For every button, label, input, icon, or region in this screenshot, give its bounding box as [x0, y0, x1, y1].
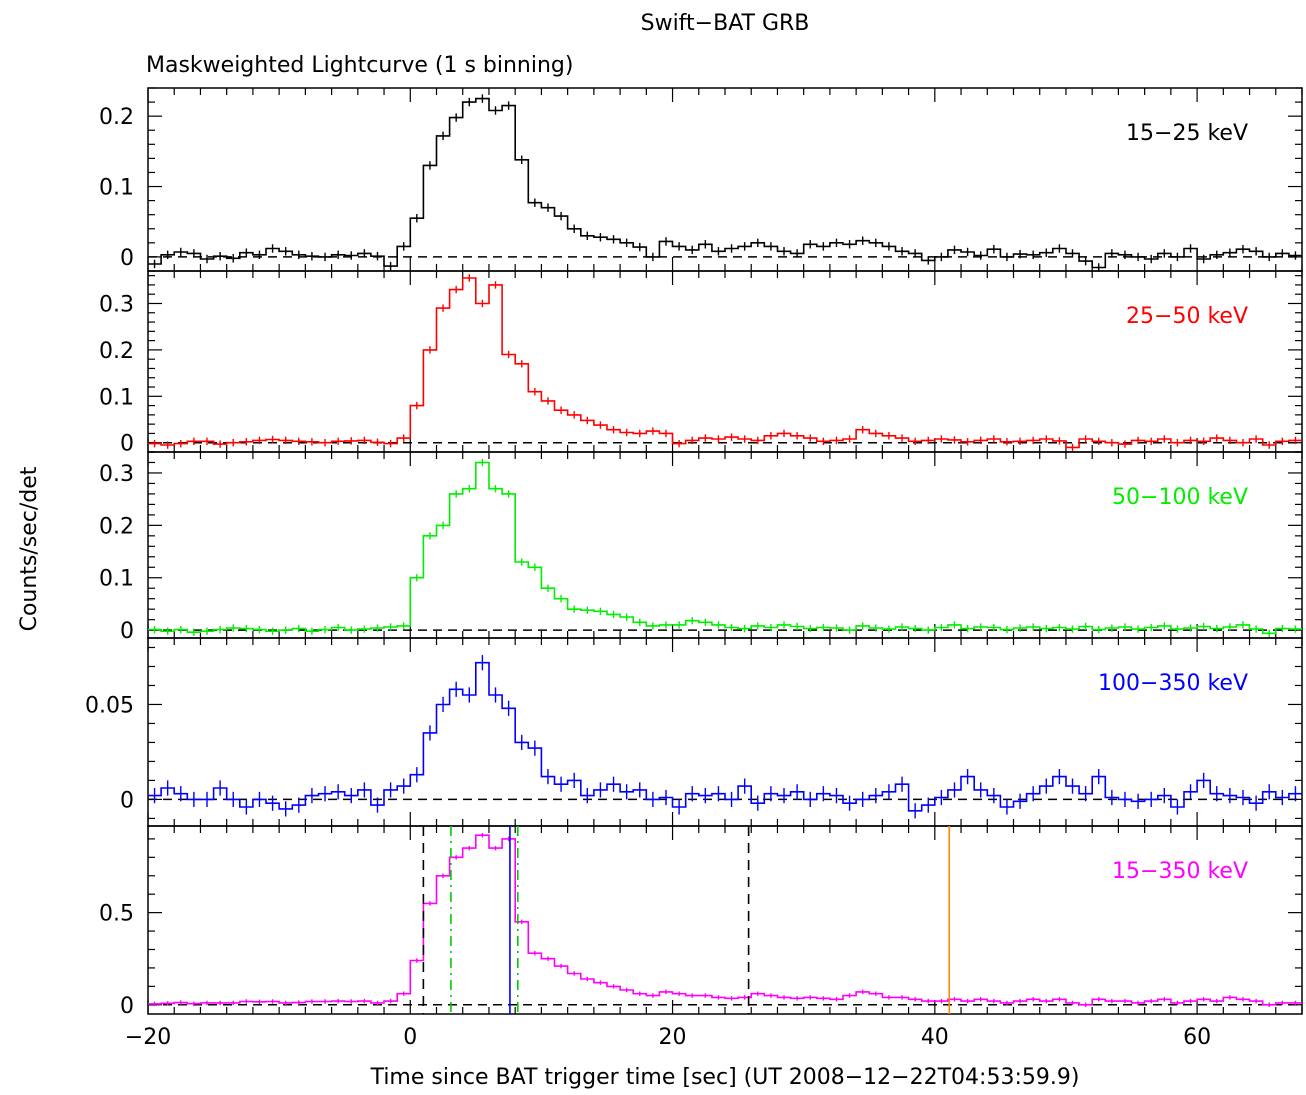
y-tick-label: 0.3 — [99, 292, 134, 317]
y-tick-label: 0 — [120, 246, 134, 271]
panel-frame — [147, 270, 1303, 453]
band-label: 100−350 keV — [1098, 671, 1248, 696]
y-tick-label: 0 — [120, 619, 134, 644]
panel-1: 0 0.1 0.2 15−25 keV — [99, 87, 1303, 272]
y-tick-label: 0.1 — [99, 176, 134, 201]
panel-frame — [147, 451, 1303, 639]
y-tick-label: 0.2 — [99, 105, 134, 130]
band-label: 15−25 keV — [1126, 121, 1248, 146]
x-axis-label: Time since BAT trigger time [sec] (UT 20… — [370, 1065, 1080, 1090]
x-tick-label: 40 — [921, 1025, 949, 1050]
series-line — [148, 834, 1302, 1006]
x-tick-label: 60 — [1183, 1025, 1211, 1050]
panel-2: 0 0.1 0.2 0.3 25−50 keV — [99, 270, 1303, 457]
chart-title: Swift−BAT GRB — [641, 11, 810, 36]
y-tick-label: 0 — [120, 994, 134, 1019]
y-tick-label: 0.5 — [99, 902, 134, 927]
y-tick-label: 0.1 — [99, 567, 134, 592]
panel-4: 0 0.05 100−350 keV — [85, 637, 1303, 827]
panel-3: 0 0.1 0.2 0.3 50−100 keV — [99, 451, 1303, 644]
x-tick-label: 0 — [403, 1025, 417, 1050]
panel-5: 0 0.5 15−350 keV — [99, 825, 1303, 1019]
x-tick-label: 20 — [659, 1025, 687, 1050]
y-tick-label: 0 — [120, 432, 134, 457]
y-tick-label: 0.3 — [99, 462, 134, 487]
series-line — [148, 461, 1302, 635]
band-label: 25−50 keV — [1126, 304, 1248, 329]
series-line — [148, 277, 1302, 449]
y-tick-label: 0.2 — [99, 514, 134, 539]
chart-subtitle: Maskweighted Lightcurve (1 s binning) — [146, 53, 573, 78]
panel-frame — [147, 825, 1303, 1015]
x-tick-label: −20 — [125, 1025, 171, 1050]
band-label: 15−350 keV — [1112, 859, 1248, 884]
y-tick-label: 0.2 — [99, 339, 134, 364]
series-line — [148, 97, 1302, 269]
y-tick-label: 0.1 — [99, 385, 134, 410]
y-tick-label: 0.05 — [85, 693, 134, 718]
y-axis-label: Counts/sec/det — [17, 466, 42, 631]
series-line — [148, 661, 1302, 812]
panel-frame — [147, 87, 1303, 272]
y-tick-label: 0 — [120, 788, 134, 813]
band-label: 50−100 keV — [1112, 485, 1248, 510]
